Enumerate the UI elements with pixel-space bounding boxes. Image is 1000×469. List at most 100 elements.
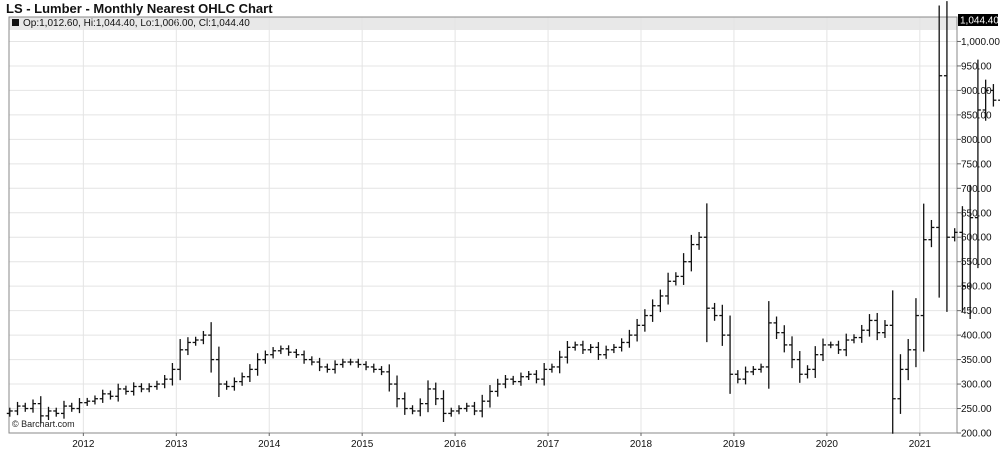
ohlc-bar xyxy=(587,344,594,354)
ohlc-bar xyxy=(881,320,888,338)
ohlc-bar xyxy=(60,400,67,419)
ohlc-bar xyxy=(91,395,98,405)
y-tick-label: 200.00 xyxy=(961,429,992,440)
y-tick-label: 900.00 xyxy=(961,86,992,97)
ohlc-bar xyxy=(556,350,563,374)
ohlc-bar xyxy=(479,394,486,418)
y-tick-label: 800.00 xyxy=(961,135,992,146)
ohlc-bar xyxy=(990,84,997,107)
ohlc-bar xyxy=(270,347,277,359)
ohlc-bar xyxy=(579,340,586,354)
ohlc-bar xyxy=(742,366,749,385)
ohlc-bar xyxy=(936,5,943,298)
ohlc-bar xyxy=(200,330,207,345)
ohlc-bar xyxy=(386,364,393,392)
ohlc-bar xyxy=(634,318,641,342)
ohlc-bar xyxy=(610,344,617,354)
ohlc-bar xyxy=(672,272,679,286)
ohlc-bar xyxy=(184,337,191,356)
ohlc-bar xyxy=(432,382,439,406)
ohlc-bar xyxy=(703,203,710,343)
ohlc-bar xyxy=(541,363,548,386)
legend-square-icon xyxy=(12,19,19,26)
ohlc-bar xyxy=(107,390,114,400)
y-tick-label: 500.00 xyxy=(961,282,992,293)
x-tick-label: 2017 xyxy=(537,439,560,450)
ohlc-bar xyxy=(835,340,842,354)
ohlc-bar xyxy=(812,346,819,378)
ohlc-bar xyxy=(494,378,501,397)
ohlc-bar xyxy=(339,358,346,368)
ohlc-bar xyxy=(239,372,246,386)
ohlc-bar xyxy=(874,312,881,341)
ohlc-bar xyxy=(641,309,648,332)
ohlc-bar xyxy=(727,315,734,394)
x-tick-label: 2015 xyxy=(351,439,374,450)
y-tick-label: 250.00 xyxy=(961,404,992,415)
ohlc-bar xyxy=(525,370,532,380)
ohlc-bar xyxy=(37,396,44,424)
ohlc-bar xyxy=(463,402,470,412)
y-tick-label: 600.00 xyxy=(961,233,992,244)
ohlc-bar xyxy=(409,405,416,415)
y-tick-label: 350.00 xyxy=(961,355,992,366)
ohlc-bar xyxy=(324,363,331,373)
ohlc-bar xyxy=(45,406,52,421)
ohlc-bar xyxy=(843,333,850,357)
ohlc-bar xyxy=(6,407,13,417)
ohlc-bar xyxy=(68,402,75,412)
ohlc-bar xyxy=(122,385,129,395)
ohlc-bar xyxy=(192,336,199,346)
ohlc-bar xyxy=(804,365,811,379)
ohlc-bar xyxy=(959,206,966,313)
ohlc-bar xyxy=(510,375,517,385)
x-tick-label: 2020 xyxy=(816,439,839,450)
x-tick-label: 2014 xyxy=(258,439,281,450)
credit-label: © Barchart.com xyxy=(12,419,75,429)
ohlc-bar xyxy=(564,340,571,364)
ohlc-bar xyxy=(920,203,927,352)
ohlc-bar xyxy=(153,380,160,390)
ohlc-bar xyxy=(316,357,323,372)
x-tick-label: 2018 xyxy=(630,439,653,450)
ohlc-bar xyxy=(177,339,184,381)
ohlc-bar xyxy=(889,290,896,434)
y-tick-label: 400.00 xyxy=(961,331,992,342)
ohlc-bar xyxy=(115,383,122,402)
ohlc-bar xyxy=(982,79,989,121)
ohlc-bar xyxy=(293,348,300,358)
ohlc-bar xyxy=(603,345,610,359)
ohlc-bar xyxy=(618,338,625,352)
ohlc-bar xyxy=(711,302,718,321)
ohlc-bar xyxy=(517,372,524,386)
ohlc-bar xyxy=(130,382,137,396)
x-tick-label: 2021 xyxy=(909,439,932,450)
ohlc-bar xyxy=(665,272,672,305)
chart-title: LS - Lumber - Monthly Nearest OHLC Chart xyxy=(6,1,273,16)
ohlc-bar xyxy=(363,361,370,371)
ohlc-bar xyxy=(99,389,106,403)
ohlc-bar xyxy=(796,351,803,383)
ohlc-bar xyxy=(649,299,656,322)
ohlc-bar xyxy=(696,231,703,250)
ohlc-bar xyxy=(471,401,478,416)
ohlc-bar xyxy=(657,289,664,313)
ohlc-bar xyxy=(146,383,153,393)
ohlc-bar xyxy=(378,366,385,376)
ohlc-bar xyxy=(223,380,230,390)
x-axis: 2012 2013 2014 2015 2016 2017 2018 2019 2020 2021 xyxy=(72,433,931,450)
ohlc-bar xyxy=(262,350,269,364)
ohlc-bar xyxy=(502,375,509,389)
ohlc-bar xyxy=(355,358,362,368)
y-tick-label: 850.00 xyxy=(961,110,992,121)
ohlc-bar xyxy=(967,184,974,319)
ohlc-bar xyxy=(548,363,555,373)
y-tick-label: 950.00 xyxy=(961,61,992,72)
ohlc-bar xyxy=(688,234,695,272)
info-low: Lo:1,006.00 xyxy=(140,18,194,29)
ohlc-bar xyxy=(626,329,633,348)
ohlc-bar xyxy=(84,397,91,406)
ohlc-bar xyxy=(827,341,834,349)
plot-frame xyxy=(8,16,958,434)
